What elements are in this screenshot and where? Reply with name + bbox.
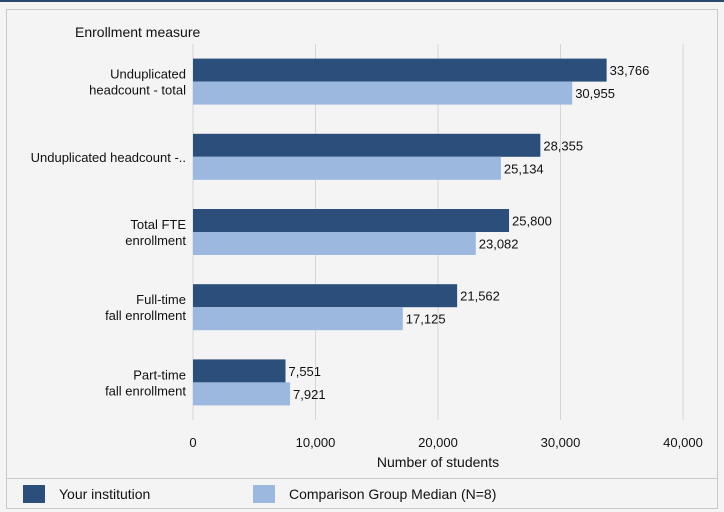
legend-swatch-your-institution: [23, 485, 45, 503]
legend-swatch-comparison-median: [253, 485, 275, 503]
chart-title: Enrollment measure: [75, 24, 200, 40]
bar-your-institution: [193, 58, 607, 82]
data-label: 25,134: [504, 161, 544, 176]
x-tick-label: 0: [189, 435, 196, 450]
x-tick-label: 30,000: [541, 435, 581, 450]
x-tick-label: 20,000: [418, 435, 458, 450]
chart-frame: Enrollment measure 0 10,000 20,000 30,000 40,…: [6, 9, 718, 479]
bar-comparison-median: [193, 156, 501, 180]
bar-comparison-median: [193, 81, 573, 105]
x-tick-label: 40,000: [663, 435, 703, 450]
bar-your-institution: [193, 284, 458, 308]
category-label: Unduplicated: [110, 67, 186, 82]
legend-item-your-institution: Your institution: [23, 484, 150, 504]
x-axis-label: Number of students: [377, 454, 499, 470]
bar-comparison-median: [193, 232, 476, 255]
data-label: 30,955: [575, 86, 615, 101]
category-label: Unduplicated headcount -..: [31, 150, 186, 165]
category-label: Full-time: [136, 292, 186, 307]
data-label: 28,355: [543, 138, 583, 153]
data-label: 23,082: [479, 237, 519, 252]
bar-comparison-median: [193, 382, 291, 406]
data-label: 7,921: [293, 387, 326, 402]
category-label: Part-time: [133, 367, 186, 382]
top-rule: [0, 0, 724, 2]
legend-label-comparison-median: Comparison Group Median (N=8): [289, 486, 497, 502]
bar-your-institution: [193, 209, 510, 232]
data-label: 25,800: [512, 214, 552, 229]
category-label: enrollment: [125, 233, 186, 248]
bar-your-institution: [193, 359, 286, 383]
legend-item-comparison-median: Comparison Group Median (N=8): [253, 484, 496, 504]
category-label: Total FTE: [130, 217, 186, 232]
bar-chart: Enrollment measure 0 10,000 20,000 30,000 40,…: [31, 24, 703, 470]
data-label: 17,125: [406, 312, 446, 327]
bar-comparison-median: [193, 307, 403, 331]
category-label: fall enrollment: [105, 308, 186, 323]
category-label: headcount - total: [89, 83, 186, 98]
data-label: 33,766: [610, 63, 650, 78]
legend: Your institution Comparison Group Median…: [6, 479, 718, 509]
x-tick-label: 10,000: [296, 435, 336, 450]
bar-your-institution: [193, 133, 541, 157]
data-label: 7,551: [288, 364, 321, 379]
legend-label-your-institution: Your institution: [59, 486, 151, 502]
data-label: 21,562: [460, 289, 500, 304]
category-label: fall enrollment: [105, 383, 186, 398]
